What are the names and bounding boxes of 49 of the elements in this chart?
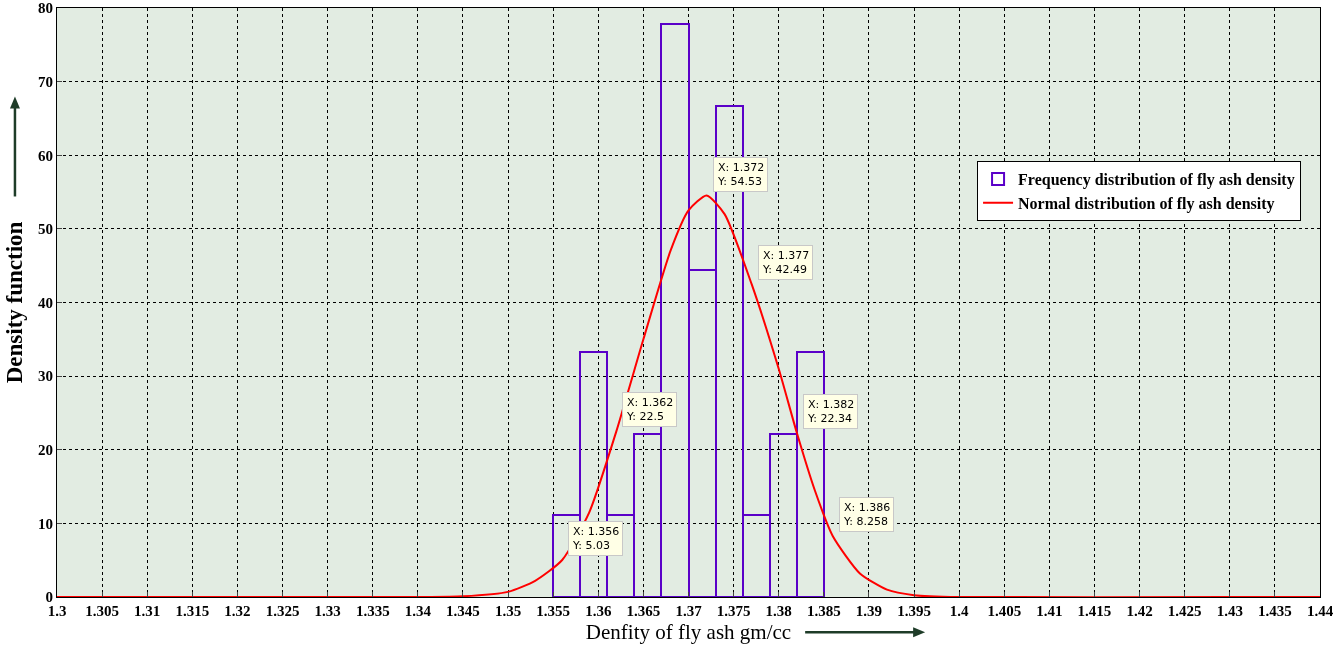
x-tick-label: 1.305: [85, 603, 119, 619]
x-tick-label: 1.385: [806, 603, 841, 619]
x-tick-label: 1.395: [897, 603, 931, 619]
x-tick-label: 1.31: [134, 603, 161, 619]
legend-label: Frequency distribution of fly ash density: [1018, 171, 1295, 190]
annotation: X: 1.386 Y: 8.258: [843, 501, 891, 529]
y-tick-label: 20: [38, 442, 53, 458]
x-tick-label: 1.32: [224, 603, 251, 619]
x-tick-label: 1.4: [949, 603, 970, 619]
x-tick-label: 1.345: [446, 603, 480, 619]
x-tick-label: 1.335: [355, 603, 390, 619]
x-tick-label: 1.37: [675, 603, 703, 619]
y-tick-label: 50: [38, 221, 53, 238]
legend-label: Normal distribution of fly ash density: [1018, 195, 1275, 214]
y-tick-label: 10: [38, 515, 53, 532]
x-tick-label: 1.375: [716, 603, 751, 619]
y-tick-label: 60: [38, 147, 53, 164]
x-tick-label: 1.41: [1036, 603, 1063, 619]
line-series: [57, 194, 1320, 597]
annotation: X: 1.382 Y: 22.34: [807, 398, 855, 426]
x-tick-label: 1.3: [47, 603, 67, 619]
x-tick-label: 1.365: [626, 603, 661, 619]
x-tick-label: 1.425: [1167, 603, 1202, 619]
y-tick-label: 30: [38, 368, 53, 385]
x-tick-label: 1.33: [314, 603, 341, 619]
annotation: X: 1.356 Y: 5.03: [572, 525, 620, 553]
x-tick-label: 1.42: [1126, 603, 1153, 619]
x-tick-label: 1.38: [765, 603, 792, 619]
x-tick-label: 1.435: [1258, 603, 1292, 619]
annotation: X: 1.377 Y: 42.49: [762, 249, 810, 277]
x-tick-label: 1.415: [1077, 603, 1112, 619]
y-axis-title: Density function: [2, 221, 28, 384]
x-tick-label: 1.325: [265, 603, 300, 619]
annotation: X: 1.372 Y: 54.53: [717, 161, 765, 189]
x-tick-label: 1.315: [175, 603, 210, 619]
y-tick-label: 70: [38, 73, 53, 90]
x-axis-title: Denfity of fly ash gm/cc: [585, 620, 792, 645]
x-tick-label: 1.44: [1306, 603, 1334, 619]
x-tick-label: 1.36: [585, 603, 612, 619]
annotation: X: 1.362 Y: 22.5: [626, 396, 674, 424]
x-tick-label: 1.405: [987, 603, 1022, 619]
y-tick-label: 0: [45, 589, 53, 606]
y-tick-label: 40: [38, 294, 53, 311]
y-tick-label: 80: [38, 0, 53, 17]
x-tick-label: 1.355: [536, 603, 571, 619]
x-tick-label: 1.39: [855, 603, 883, 619]
x-tick-label: 1.35: [494, 603, 522, 619]
x-tick-label: 1.43: [1216, 603, 1243, 619]
x-tick-label: 1.34: [404, 603, 432, 619]
